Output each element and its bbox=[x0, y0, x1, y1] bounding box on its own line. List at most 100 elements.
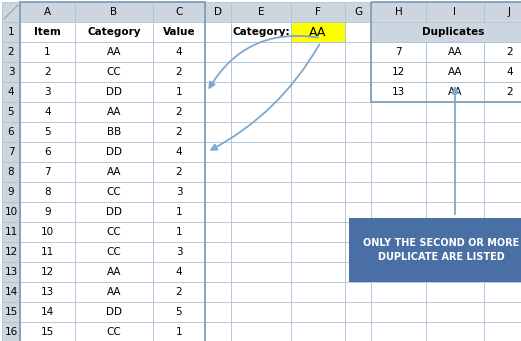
Bar bbox=[20, 2, 75, 22]
Text: A: A bbox=[44, 7, 51, 17]
Bar bbox=[2, 262, 20, 282]
Bar bbox=[484, 42, 521, 62]
Bar bbox=[345, 242, 371, 262]
Text: 2: 2 bbox=[176, 67, 182, 77]
Bar bbox=[2, 242, 20, 262]
Bar bbox=[20, 2, 205, 341]
Text: 8: 8 bbox=[44, 187, 51, 197]
Text: 14: 14 bbox=[4, 287, 18, 297]
Bar bbox=[2, 62, 20, 82]
Bar bbox=[2, 62, 20, 82]
FancyBboxPatch shape bbox=[349, 218, 521, 282]
Bar bbox=[231, 82, 291, 102]
Bar bbox=[291, 282, 345, 302]
Bar bbox=[2, 182, 20, 202]
Text: AA: AA bbox=[448, 47, 462, 57]
Bar bbox=[153, 62, 205, 82]
Bar bbox=[345, 62, 371, 82]
Text: 11: 11 bbox=[41, 247, 54, 257]
Bar bbox=[75, 262, 153, 282]
Bar bbox=[426, 2, 484, 22]
Bar bbox=[426, 62, 484, 82]
Bar bbox=[426, 162, 484, 182]
Bar bbox=[291, 242, 345, 262]
Bar bbox=[153, 282, 205, 302]
Bar bbox=[2, 102, 20, 122]
Bar bbox=[371, 142, 426, 162]
Text: 6: 6 bbox=[8, 127, 14, 137]
Bar bbox=[371, 62, 426, 82]
Bar bbox=[75, 162, 153, 182]
Bar bbox=[426, 202, 484, 222]
Bar bbox=[2, 322, 20, 341]
Bar bbox=[345, 322, 371, 341]
Bar bbox=[75, 82, 153, 102]
Bar bbox=[484, 22, 521, 42]
Text: DD: DD bbox=[106, 307, 122, 317]
Text: 12: 12 bbox=[392, 67, 405, 77]
Bar bbox=[371, 2, 521, 102]
Bar bbox=[345, 2, 371, 22]
Bar bbox=[75, 2, 153, 22]
Bar bbox=[371, 42, 426, 62]
Bar bbox=[231, 162, 291, 182]
Bar bbox=[205, 202, 231, 222]
Bar bbox=[426, 142, 484, 162]
Bar bbox=[291, 222, 345, 242]
Text: 2: 2 bbox=[176, 127, 182, 137]
Bar bbox=[231, 42, 291, 62]
Text: 3: 3 bbox=[176, 247, 182, 257]
Text: 9: 9 bbox=[8, 187, 14, 197]
Bar bbox=[484, 2, 521, 22]
Bar bbox=[231, 282, 291, 302]
Bar bbox=[231, 62, 291, 82]
Text: 2: 2 bbox=[506, 47, 513, 57]
Bar bbox=[231, 22, 291, 42]
Bar bbox=[231, 242, 291, 262]
Bar bbox=[75, 282, 153, 302]
Text: 1: 1 bbox=[176, 327, 182, 337]
Bar bbox=[345, 82, 371, 102]
Bar bbox=[426, 102, 484, 122]
Bar bbox=[153, 242, 205, 262]
Text: 1: 1 bbox=[176, 207, 182, 217]
Bar bbox=[231, 182, 291, 202]
Bar bbox=[205, 242, 231, 262]
Bar bbox=[75, 62, 153, 82]
Bar bbox=[231, 122, 291, 142]
Text: AA: AA bbox=[107, 47, 121, 57]
Text: 2: 2 bbox=[176, 287, 182, 297]
Bar bbox=[205, 322, 231, 341]
Text: 4: 4 bbox=[8, 87, 14, 97]
Bar bbox=[484, 122, 521, 142]
Bar bbox=[426, 222, 484, 242]
Bar bbox=[205, 62, 231, 82]
Bar bbox=[2, 82, 20, 102]
Bar bbox=[291, 22, 345, 42]
Bar bbox=[20, 162, 75, 182]
Text: 6: 6 bbox=[44, 147, 51, 157]
Bar bbox=[484, 142, 521, 162]
Bar bbox=[2, 302, 20, 322]
Text: 5: 5 bbox=[176, 307, 182, 317]
Bar bbox=[291, 322, 345, 341]
Bar bbox=[153, 42, 205, 62]
Text: 15: 15 bbox=[41, 327, 54, 337]
Text: 4: 4 bbox=[176, 47, 182, 57]
Bar bbox=[371, 222, 426, 242]
Bar bbox=[426, 122, 484, 142]
Bar bbox=[291, 22, 345, 42]
Text: AA: AA bbox=[448, 67, 462, 77]
Bar bbox=[2, 22, 20, 42]
Text: 10: 10 bbox=[41, 227, 54, 237]
Bar bbox=[231, 222, 291, 242]
Text: 1: 1 bbox=[176, 87, 182, 97]
Text: DD: DD bbox=[106, 207, 122, 217]
Bar bbox=[2, 22, 20, 42]
Bar bbox=[484, 322, 521, 341]
Text: 10: 10 bbox=[5, 207, 18, 217]
Bar bbox=[426, 22, 484, 42]
Text: 3: 3 bbox=[44, 87, 51, 97]
Bar bbox=[205, 262, 231, 282]
Bar bbox=[153, 82, 205, 102]
